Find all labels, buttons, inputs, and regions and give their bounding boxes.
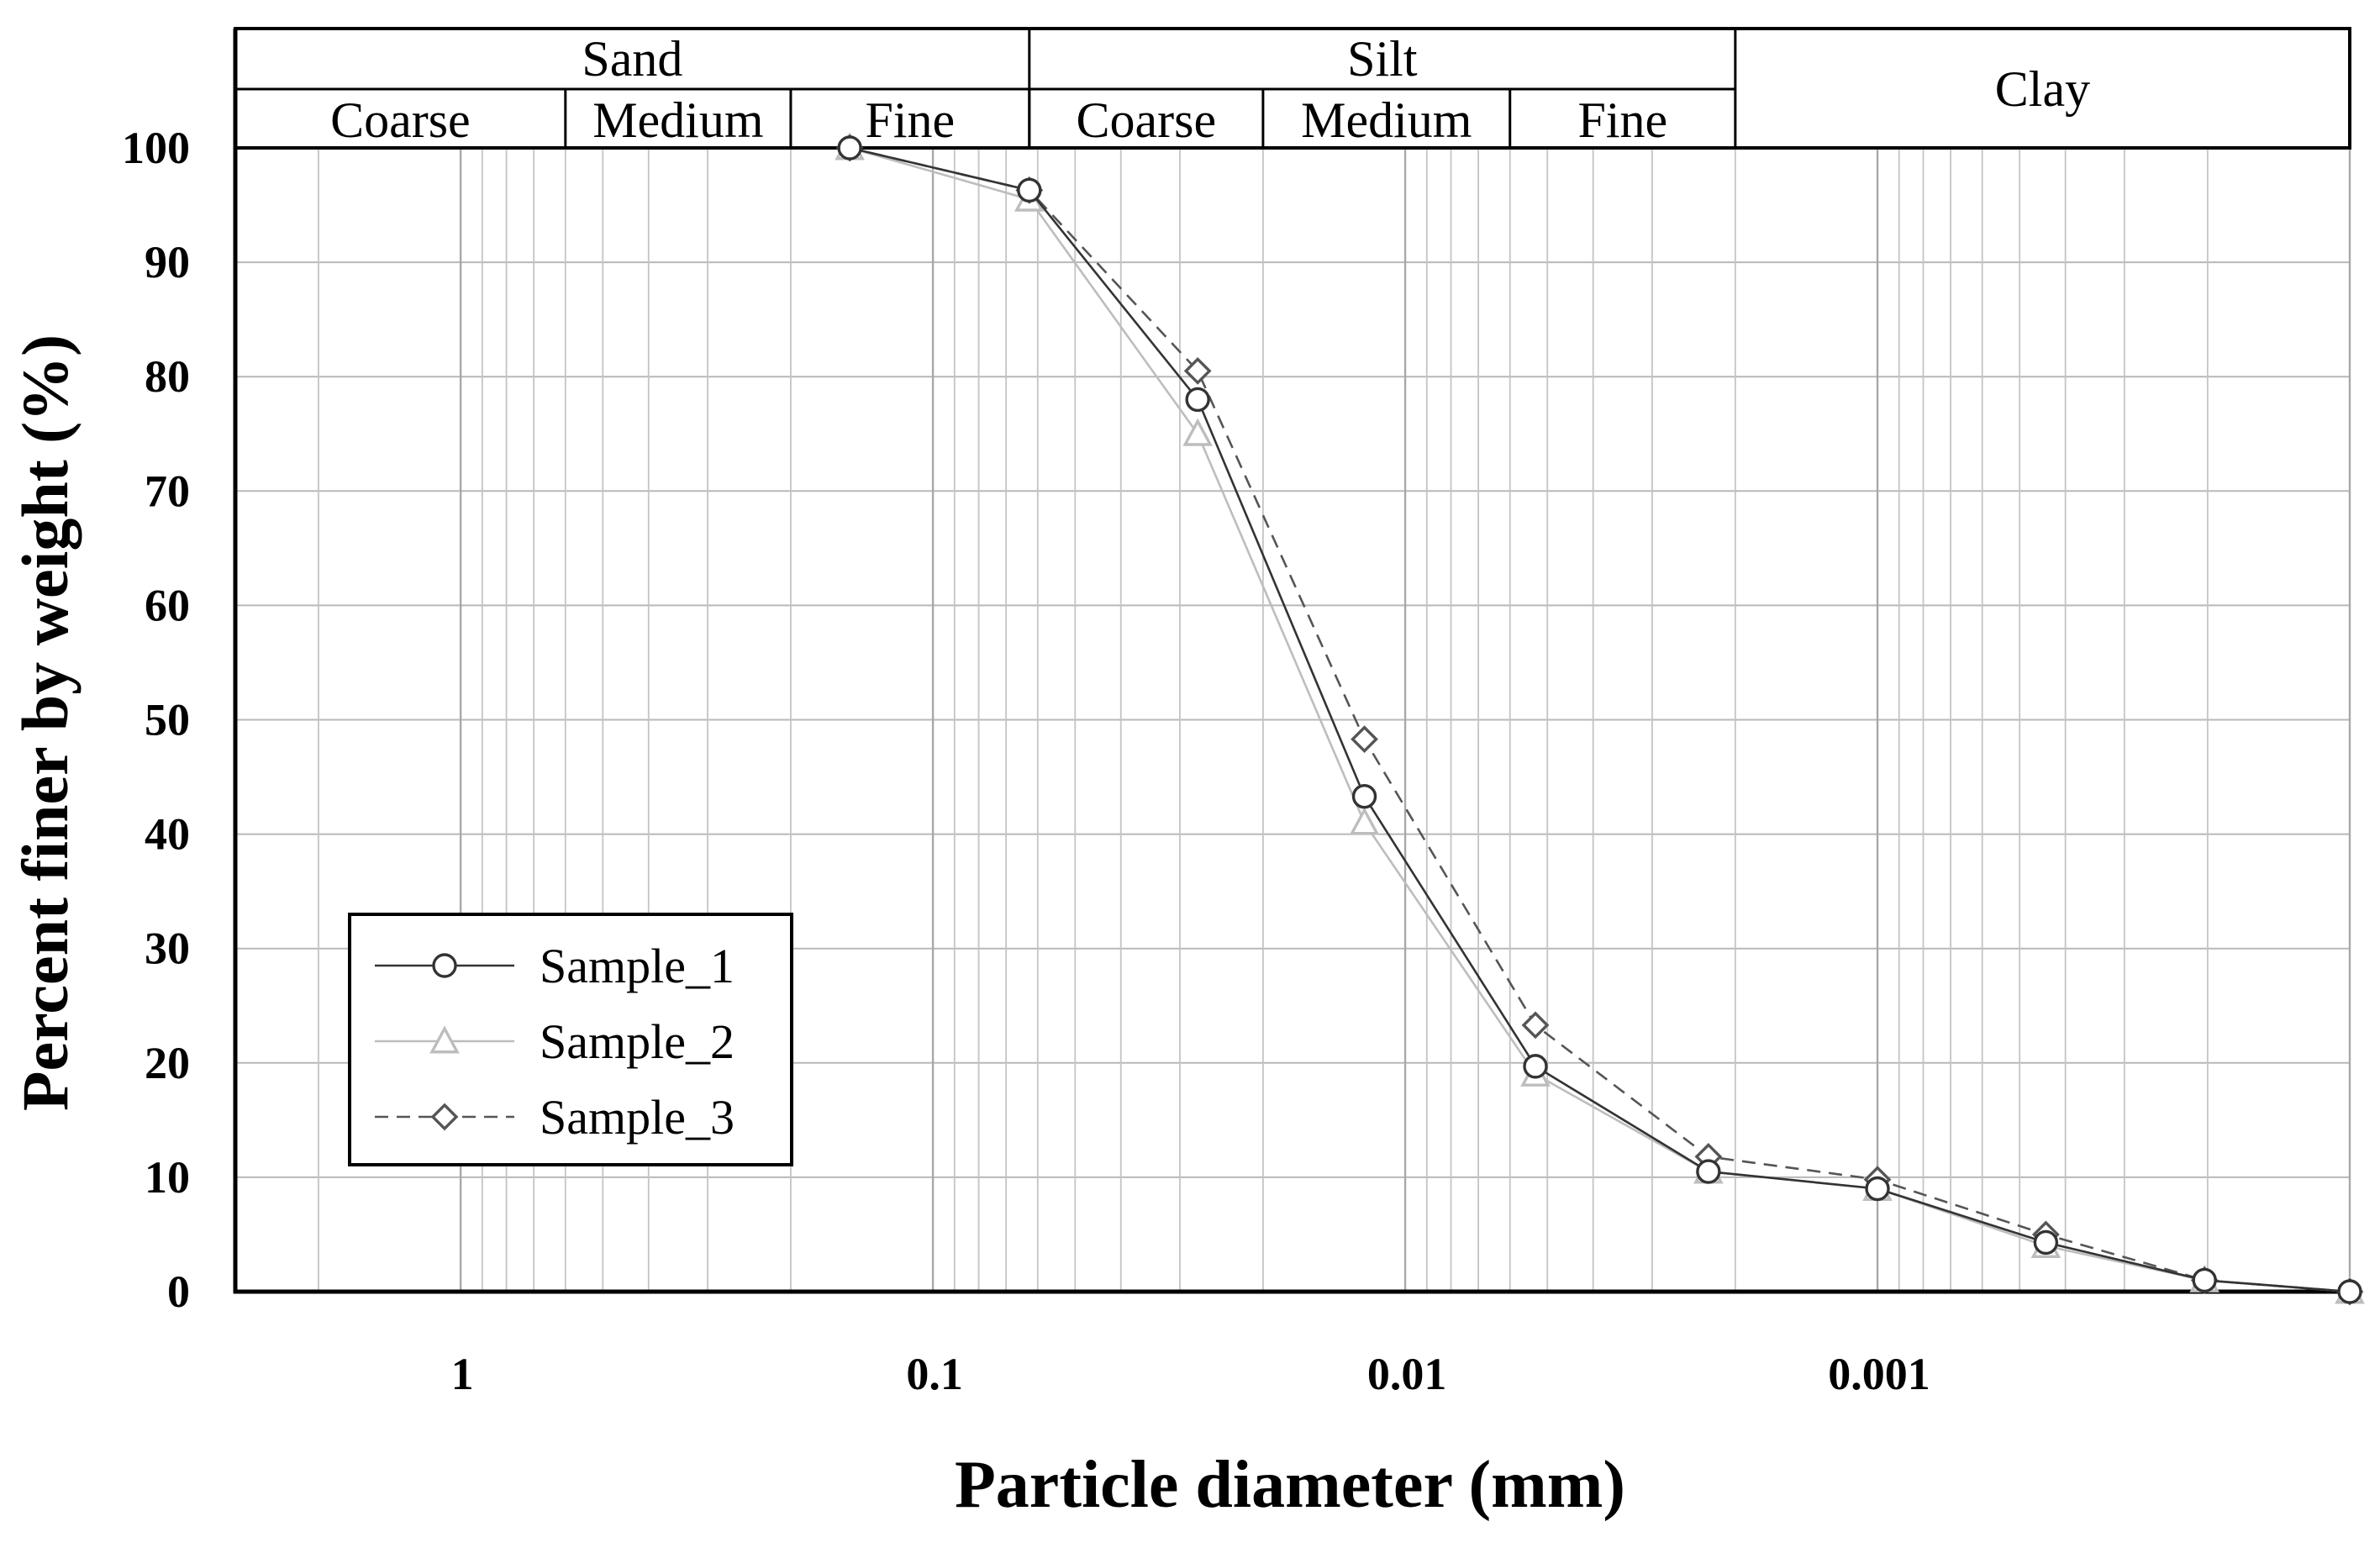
data-point — [2033, 1229, 2059, 1256]
series-sample_1 — [837, 135, 2362, 1304]
data-point — [2337, 1279, 2362, 1304]
subclass-label: Coarse — [1077, 92, 1217, 148]
legend-item-sample_1: Sample_1 — [375, 939, 735, 993]
x-axis-title: Particle diameter (mm) — [955, 1448, 1625, 1522]
group-label: Clay — [1995, 61, 2090, 117]
legend-label: Sample_1 — [540, 939, 735, 993]
y-tick-label: 90 — [145, 237, 190, 287]
series-sample_2 — [835, 132, 2365, 1304]
y-axis-title: Percent finer by weight (%) — [8, 334, 82, 1111]
legend-marker — [432, 953, 457, 978]
soil-classification-header: Sand Silt Clay Coarse Medium Fine Coarse Medium… — [234, 27, 2351, 150]
x-tick-label: 0.001 — [1828, 1349, 1930, 1399]
y-tick-label: 60 — [145, 580, 190, 630]
legend-label: Sample_3 — [540, 1090, 735, 1145]
series-line — [849, 146, 2351, 1293]
data-point — [1349, 807, 1380, 835]
data-series — [835, 132, 2365, 1306]
legend-label: Sample_2 — [540, 1014, 735, 1069]
x-tick-label: 0.01 — [1367, 1349, 1447, 1399]
data-point — [1183, 356, 1212, 385]
data-point — [1523, 1054, 1548, 1079]
y-tick-labels: 0 10 20 30 40 50 60 70 80 90 100 — [122, 123, 190, 1317]
subclass-label: Fine — [866, 92, 956, 148]
legend-item-sample_2: Sample_2 — [375, 1014, 735, 1069]
y-tick-label: 40 — [145, 809, 190, 860]
y-tick-label: 0 — [167, 1266, 190, 1317]
legend-marker — [429, 1025, 460, 1054]
data-point — [1017, 177, 1042, 203]
y-tick-label: 100 — [122, 123, 190, 173]
data-point — [1696, 1159, 1721, 1184]
legend: Sample_1 Sample_2 Sample_3 — [348, 913, 793, 1166]
x-tick-labels: 1 0.1 0.01 0.001 — [451, 1349, 1930, 1399]
y-tick-label: 30 — [145, 924, 190, 974]
subclass-label: Fine — [1577, 92, 1667, 148]
y-tick-label: 70 — [145, 466, 190, 516]
subclass-label: Coarse — [330, 92, 471, 148]
data-point — [1521, 1011, 1550, 1040]
data-point — [837, 135, 862, 161]
legend-marker — [430, 1103, 459, 1131]
data-point — [1351, 783, 1377, 809]
group-label: Silt — [1347, 31, 1418, 87]
x-tick-label: 1 — [451, 1349, 474, 1399]
data-point — [2192, 1267, 2217, 1293]
x-tick-label: 0.1 — [906, 1349, 963, 1399]
y-tick-label: 50 — [145, 695, 190, 745]
y-tick-label: 80 — [145, 351, 190, 402]
series-line — [849, 146, 2351, 1293]
data-point — [1182, 418, 1214, 446]
group-label: Sand — [582, 31, 682, 87]
y-tick-label: 10 — [145, 1152, 190, 1203]
y-tick-label: 20 — [145, 1038, 190, 1088]
data-point — [1351, 725, 1378, 754]
series-line — [849, 146, 2351, 1293]
axes — [233, 29, 2351, 1294]
data-point — [1185, 387, 1210, 413]
legend-item-sample_3: Sample_3 — [375, 1090, 735, 1145]
data-point — [1865, 1176, 1890, 1202]
subclass-label: Medium — [1301, 92, 1472, 148]
legend-box — [348, 913, 793, 1166]
subclass-label: Medium — [592, 92, 763, 148]
